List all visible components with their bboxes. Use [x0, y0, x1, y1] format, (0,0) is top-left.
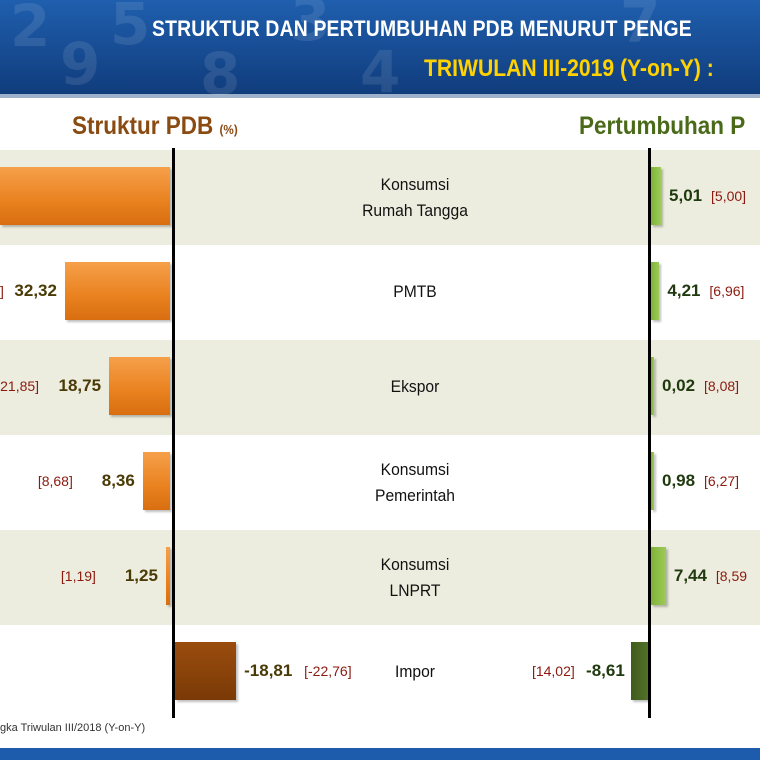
pertumbuhan-bar — [651, 262, 660, 320]
row-label-line1: Konsumsi — [380, 175, 450, 194]
row-label-line1: PMTB — [393, 282, 437, 301]
row-label: Konsumsi Rumah Tangga — [323, 172, 507, 224]
pertumbuhan-prev-label: [6,27] — [704, 473, 740, 489]
struktur-value-label: 1,25 — [124, 566, 158, 585]
struktur-bar — [0, 167, 170, 225]
page-subtitle: TRIWULAN III-2019 (Y-on-Y) : — [424, 55, 714, 82]
struktur-title-unit: (%) — [219, 122, 238, 137]
pertumbuhan-value-label: 0,02 — [662, 376, 696, 395]
struktur-prev-label: [21,85] — [0, 378, 40, 394]
pertumbuhan-bar — [651, 547, 666, 605]
struktur-value-label: 18,75 — [58, 376, 102, 395]
row-label: PMTB — [323, 279, 507, 305]
struktur-value-label: 8,36 — [101, 471, 135, 490]
pertumbuhan-bar — [651, 357, 654, 415]
header-rule — [0, 94, 760, 98]
pertumbuhan-bar — [651, 452, 654, 510]
footer-bar — [0, 748, 760, 760]
row-label: Ekspor — [323, 374, 507, 400]
footnote: gka Triwulan III/2018 (Y-on-Y) — [0, 722, 146, 734]
row-label-line1: Konsumsi — [380, 555, 450, 574]
decorative-digits: 4 — [360, 38, 401, 98]
pertumbuhan-value-label: 4,21 — [667, 281, 701, 300]
header-banner: 2 9 5 8 3 4 7 STRUKTUR DAN PERTUMBUHAN P… — [0, 0, 760, 98]
pertumbuhan-prev-label: [8,08] — [704, 378, 740, 394]
pertumbuhan-value-label: 7,44 — [673, 566, 707, 585]
pertumbuhan-bar — [630, 642, 648, 700]
row-label: Konsumsi Pemerintah — [323, 457, 507, 509]
pertumbuhan-value-label: 0,98 — [662, 471, 696, 490]
decorative-digits: 8 — [200, 40, 241, 98]
decorative-digits: 2 — [10, 0, 51, 60]
row-label: Impor — [323, 659, 507, 685]
pertumbuhan-value-label: 5,01 — [669, 186, 703, 205]
struktur-prev-label: [1,19] — [60, 568, 96, 584]
struktur-bar — [109, 357, 170, 415]
row-label-line1: Ekspor — [390, 377, 440, 396]
struktur-bar — [142, 452, 170, 510]
pertumbuhan-axis-line — [648, 148, 651, 718]
pertumbuhan-prev-label: [6,96] — [709, 283, 745, 299]
pertumbuhan-title-text: Pertumbuhan P — [579, 112, 746, 140]
row-band — [0, 530, 760, 625]
pertumbuhan-title: Pertumbuhan P — [579, 112, 745, 141]
decorative-digits: 9 — [60, 30, 101, 98]
decorative-digits: 7 — [620, 0, 661, 56]
row-label-line2: Pemerintah — [375, 486, 455, 505]
struktur-title: Struktur PDB (%) — [72, 112, 238, 141]
pertumbuhan-prev-label: [5,00] — [711, 188, 747, 204]
struktur-bar — [64, 262, 170, 320]
pertumbuhan-value-label: -8,61 — [586, 661, 625, 680]
struktur-prev-label: [-22,76] — [304, 663, 352, 679]
row-label-line1: Impor — [395, 662, 435, 681]
page-title: STRUKTUR DAN PERTUMBUHAN PDB MENURUT PEN… — [152, 16, 692, 41]
struktur-prev-label: [8,68] — [37, 473, 73, 489]
struktur-axis-line — [172, 148, 175, 718]
struktur-value-label: 32,32 — [14, 281, 57, 300]
row-label-line2: Rumah Tangga — [362, 201, 468, 220]
decorative-digits: 5 — [110, 0, 151, 58]
struktur-value-label: -18,81 — [244, 661, 293, 680]
struktur-prev-label: ] — [0, 283, 4, 299]
pertumbuhan-prev-label: [14,02] — [531, 663, 575, 679]
struktur-bar — [175, 642, 237, 700]
decorative-digits: 3 — [290, 0, 331, 54]
row-label: Konsumsi LNPRT — [323, 552, 507, 604]
row-label-line1: Konsumsi — [380, 460, 450, 479]
struktur-title-text: Struktur PDB — [72, 112, 214, 140]
struktur-bar — [165, 547, 170, 605]
pertumbuhan-bar — [651, 167, 662, 225]
pertumbuhan-prev-label: [8,59 — [715, 568, 748, 584]
row-label-line2: LNPRT — [389, 581, 441, 600]
